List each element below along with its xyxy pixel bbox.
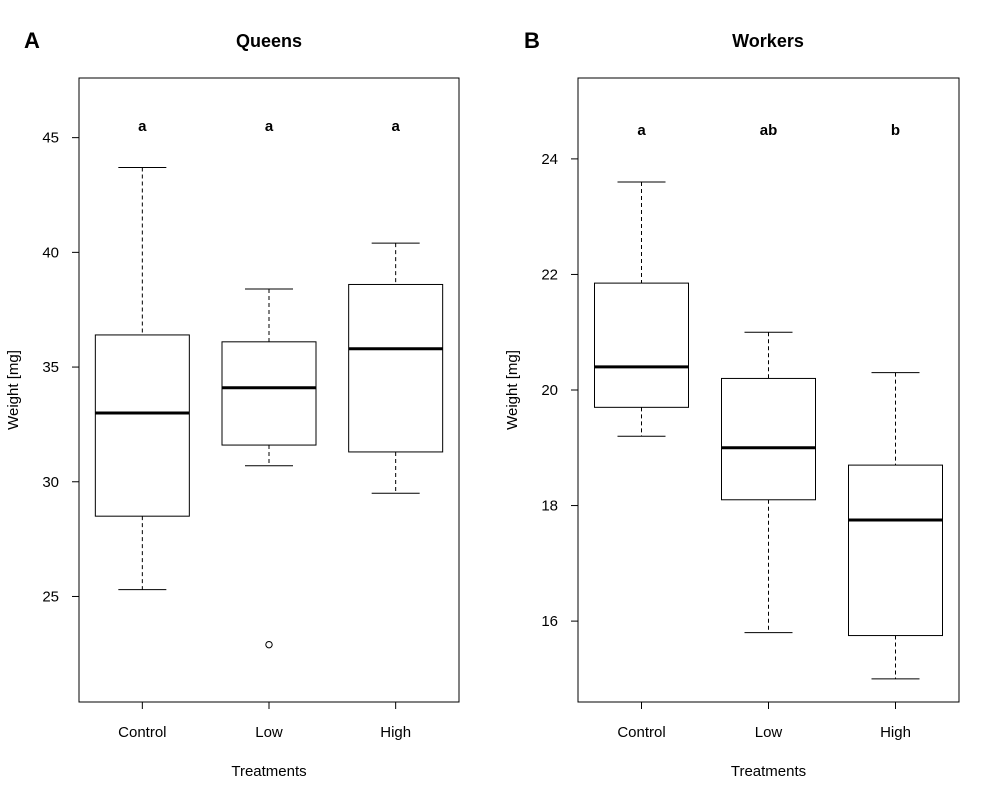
box-high: [848, 372, 943, 680]
significance-letter: a: [265, 118, 274, 135]
panel-letter: B: [524, 28, 540, 53]
iqr-box: [94, 334, 190, 517]
panel-queens: A Queens 25 30 35 40 45 Weight [mg] Control a Low a…: [5, 28, 460, 780]
iqr-box: [721, 377, 816, 501]
y-axis-title: Weight [mg]: [504, 350, 521, 430]
x-axis-title: Treatments: [731, 763, 806, 780]
panel-title: Queens: [236, 31, 302, 51]
y-tick-label: 30: [42, 474, 59, 491]
significance-letter: a: [138, 118, 147, 135]
significance-letter: a: [637, 122, 646, 139]
x-tick-label: High: [380, 724, 411, 741]
y-tick-label: 18: [541, 498, 558, 515]
y-tick-label: 45: [42, 130, 59, 147]
box-low: [221, 288, 317, 649]
x-tick-label: Low: [755, 724, 783, 741]
iqr-box: [848, 464, 943, 637]
outlier-point: [265, 640, 273, 649]
panel-workers: B Workers 16 18 20 22 24 Weight [mg] Control a Low…: [504, 28, 960, 780]
box-low: [721, 331, 816, 634]
box-control: [94, 166, 190, 591]
iqr-box: [594, 282, 689, 408]
significance-letter: ab: [760, 122, 778, 139]
iqr-box: [348, 283, 444, 453]
y-tick-label: 25: [42, 588, 59, 605]
y-tick-label: 40: [42, 244, 59, 261]
x-axis-title: Treatments: [231, 763, 306, 780]
significance-letter: b: [891, 122, 900, 139]
y-tick-label: 22: [541, 266, 558, 283]
y-tick-label: 24: [541, 151, 558, 168]
iqr-box: [221, 341, 317, 446]
y-tick-label: 35: [42, 359, 59, 376]
box-control: [594, 181, 689, 437]
x-tick-label: Low: [255, 724, 283, 741]
box-high: [348, 242, 444, 494]
y-tick-label: 20: [541, 382, 558, 399]
significance-letter: a: [391, 118, 400, 135]
panel-letter: A: [24, 28, 40, 53]
x-tick-label: Control: [118, 724, 166, 741]
y-tick-label: 16: [541, 613, 558, 630]
x-tick-label: High: [880, 724, 911, 741]
panel-title: Workers: [732, 31, 804, 51]
x-tick-label: Control: [617, 724, 665, 741]
y-axis-title: Weight [mg]: [5, 350, 22, 430]
